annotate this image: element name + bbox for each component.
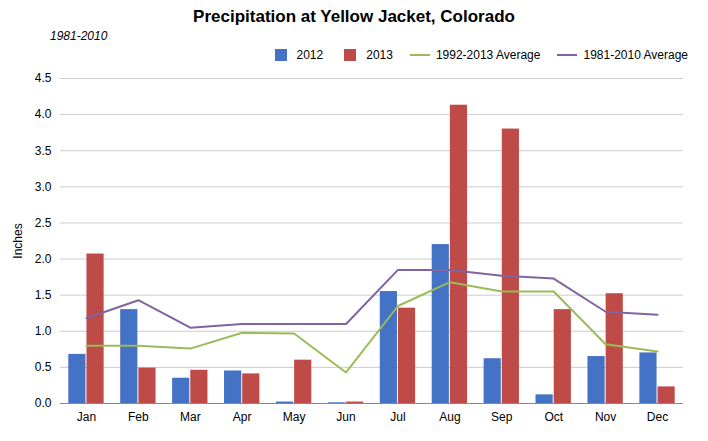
svg-text:Jun: Jun — [336, 410, 355, 424]
svg-text:Apr: Apr — [233, 410, 252, 424]
svg-text:3.0: 3.0 — [35, 180, 52, 194]
html-text:2013: 2013 — [366, 48, 393, 62]
html-text:2012: 2012 — [296, 48, 324, 62]
svg-text:Feb: Feb — [128, 410, 149, 424]
svg-text:2.0: 2.0 — [35, 252, 52, 266]
html-text:1981-2010: 1981-2010 — [50, 29, 108, 43]
svg-text:1.5: 1.5 — [35, 288, 52, 302]
svg-text:2.5: 2.5 — [35, 216, 52, 230]
svg-text:0.0: 0.0 — [35, 396, 52, 410]
svg-text:3.5: 3.5 — [35, 144, 52, 158]
svg-text:Jan: Jan — [77, 410, 96, 424]
svg-text:Mar: Mar — [180, 410, 201, 424]
svg-text:1.0: 1.0 — [35, 324, 52, 338]
svg-text:Dec: Dec — [647, 410, 668, 424]
svg-text:Aug: Aug — [439, 410, 460, 424]
html-text:Precipitation at Yellow Jacket: Precipitation at Yellow Jacket, Colorado — [193, 7, 515, 26]
svg-text:4.5: 4.5 — [35, 71, 52, 85]
svg-text:4.0: 4.0 — [35, 107, 52, 121]
svg-text:May: May — [283, 410, 306, 424]
svg-text:Inches: Inches — [11, 223, 25, 258]
html-text:1992-2013 Average: 1992-2013 Average — [435, 48, 541, 62]
html-text:1981-2010 Average: 1981-2010 Average — [583, 48, 688, 62]
svg-text:Nov: Nov — [595, 410, 616, 424]
svg-text:Oct: Oct — [544, 410, 563, 424]
svg-text:Jul: Jul — [390, 410, 405, 424]
svg-text:Sep: Sep — [491, 410, 513, 424]
svg-text:0.5: 0.5 — [35, 360, 52, 374]
